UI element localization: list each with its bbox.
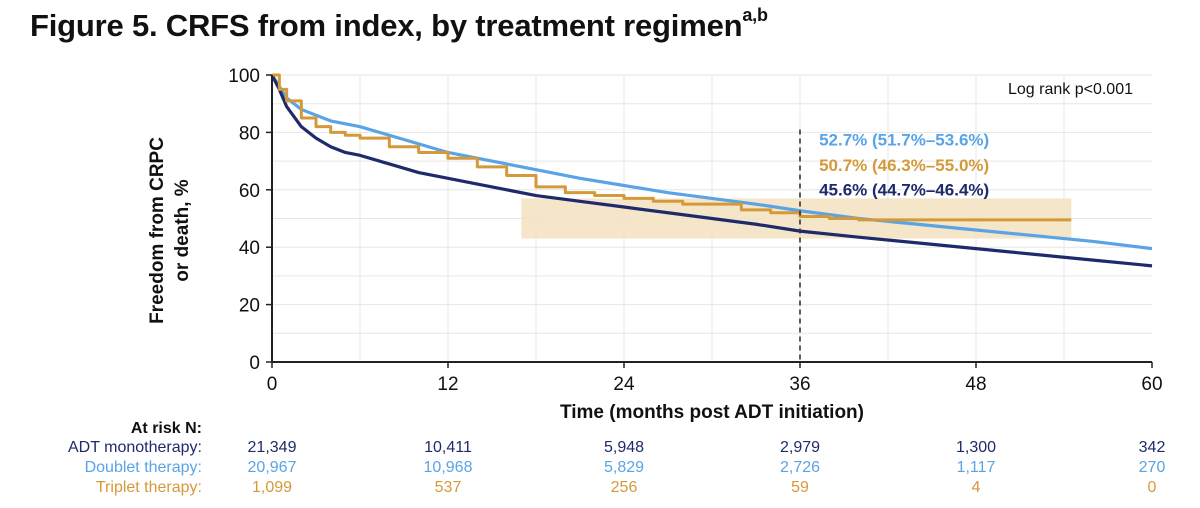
chart-title-text: Figure 5. CRFS from index, by treatment …: [30, 8, 743, 43]
at-risk-value: 1,099: [252, 479, 292, 496]
y-tick-label: 40: [239, 238, 260, 259]
at-risk-table: At risk N: ADT monotherapy: 21,349 10,411 5,…: [68, 420, 1165, 496]
estimate-label-triplet: 50.7% (46.3%–55.0%): [819, 156, 989, 175]
y-tick-label: 0: [249, 353, 260, 374]
y-tick-label: 60: [239, 181, 260, 202]
annotations: Log rank p<0.001 52.7% (51.7%–53.6%) 50.7%…: [819, 81, 1133, 200]
curve-doublet: [270, 74, 1153, 251]
at-risk-value: 1,300: [956, 439, 996, 456]
y-tick-label: 100: [228, 66, 260, 87]
chart-title: Figure 5. CRFS from index, by treatment …: [30, 4, 768, 44]
x-tick-label: 0: [267, 374, 278, 395]
x-tick-label: 36: [789, 374, 810, 395]
at-risk-value: 21,349: [248, 439, 297, 456]
at-risk-value: 270: [1139, 459, 1166, 476]
at-risk-value: 10,411: [424, 439, 472, 456]
at-risk-value: 5,948: [604, 439, 644, 456]
at-risk-value: 0: [1148, 479, 1157, 496]
at-risk-value: 537: [435, 479, 462, 496]
y-tick-label: 80: [239, 123, 260, 144]
at-risk-value: 2,979: [780, 439, 820, 456]
x-tick-label: 60: [1141, 374, 1162, 395]
at-risk-title: At risk N:: [131, 420, 202, 437]
at-risk-value: 342: [1139, 439, 1166, 456]
estimate-label-adt: 45.6% (44.7%–46.4%): [819, 181, 989, 200]
y-axis-label-line1: Freedom from CRPC: [147, 137, 168, 324]
at-risk-value: 2,726: [780, 459, 820, 476]
at-risk-value: 20,967: [248, 459, 297, 476]
curve-adt: [270, 74, 1153, 268]
at-risk-row-label: Doublet therapy:: [85, 459, 202, 476]
at-risk-row-label: ADT monotherapy:: [68, 439, 202, 456]
log-rank-annotation: Log rank p<0.001: [1008, 81, 1133, 98]
at-risk-value: 10,968: [424, 459, 473, 476]
at-risk-value: 4: [972, 479, 981, 496]
y-tick-label: 20: [239, 296, 260, 317]
at-risk-value: 59: [791, 479, 809, 496]
x-tick-label: 12: [437, 374, 458, 395]
at-risk-value: 5,829: [604, 459, 644, 476]
y-axis-label-line2: or death, %: [172, 179, 193, 282]
estimate-label-doublet: 52.7% (51.7%–53.6%): [819, 130, 989, 149]
x-axis-label: Time (months post ADT initiation): [560, 402, 864, 423]
at-risk-row-label: Triplet therapy:: [96, 479, 202, 496]
at-risk-value: 256: [611, 479, 638, 496]
axes: 0 12 24 36 48 60 0 20 40 60 80 100 Time (months post…: [147, 66, 1163, 423]
title-superscript: a,b: [742, 4, 768, 25]
x-tick-label: 24: [613, 374, 635, 395]
at-risk-value: 1,117: [957, 459, 996, 476]
x-tick-label: 48: [965, 374, 986, 395]
